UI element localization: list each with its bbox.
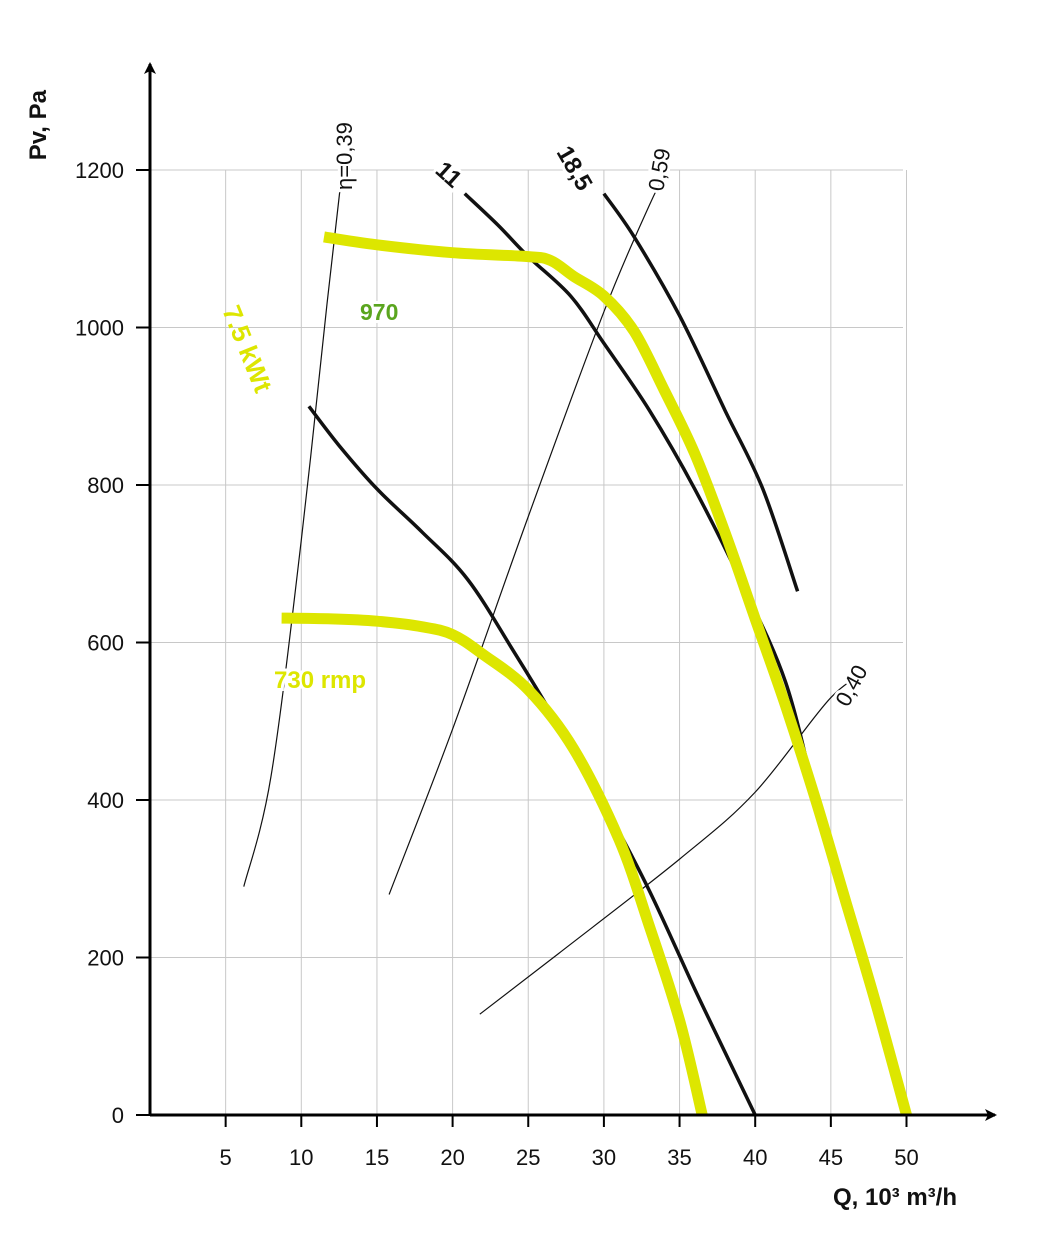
y-axis-title: Pv, Pa <box>25 89 52 160</box>
efficiency-label-0-40: 0,40 <box>830 661 872 711</box>
efficiency-curves <box>243 165 870 1015</box>
y-tick-label-400: 400 <box>87 788 124 813</box>
grid <box>150 169 907 1116</box>
fan-curve-730-rmp <box>281 612 708 1117</box>
x-tick-label-15: 15 <box>365 1145 389 1170</box>
labels: 5 10 15 20 25 30 35 40 45 50 0 200 400 600 800 1000 1200… <box>25 89 957 1211</box>
x-tick-label-30: 30 <box>592 1145 616 1170</box>
x-tick-label-40: 40 <box>743 1145 767 1170</box>
x-axis-title: Q, 10³ m³/h <box>833 1184 957 1211</box>
series-label-730-rmp: 730 rmp <box>274 667 366 694</box>
x-tick-label-5: 5 <box>220 1145 232 1170</box>
efficiency-label-0-39: η=0,39 <box>332 122 357 190</box>
fan-curve-970 <box>323 231 912 1117</box>
power-curve-18-5 <box>602 192 800 592</box>
efficiency-curve-0-39 <box>243 169 343 887</box>
y-tick-label-800: 800 <box>87 473 124 498</box>
x-tick-label-25: 25 <box>516 1145 540 1170</box>
series-label-970: 970 <box>360 299 398 325</box>
y-tick-label-1200: 1200 <box>75 158 124 183</box>
x-tick-label-20: 20 <box>440 1145 464 1170</box>
fan-curves <box>281 231 912 1117</box>
x-tick-label-45: 45 <box>819 1145 843 1170</box>
series-label-11: 11 <box>430 156 467 193</box>
y-tick-label-200: 200 <box>87 946 124 971</box>
power-curve-7-5-kwt <box>307 405 757 1116</box>
efficiency-curve-0-40 <box>479 671 870 1015</box>
x-tick-label-10: 10 <box>289 1145 313 1170</box>
power-curve-11 <box>463 192 818 801</box>
x-tick-label-35: 35 <box>667 1145 691 1170</box>
efficiency-curve-0-59 <box>388 165 670 895</box>
axes <box>136 62 997 1127</box>
y-tick-label-0: 0 <box>112 1103 124 1128</box>
y-tick-label-1000: 1000 <box>75 316 124 341</box>
efficiency-label-0-59: 0,59 <box>643 146 675 193</box>
series-label-18-5: 18,5 <box>551 142 598 196</box>
y-tick-label-600: 600 <box>87 631 124 656</box>
x-tick-label-50: 50 <box>894 1145 918 1170</box>
power-curves <box>307 192 818 1116</box>
